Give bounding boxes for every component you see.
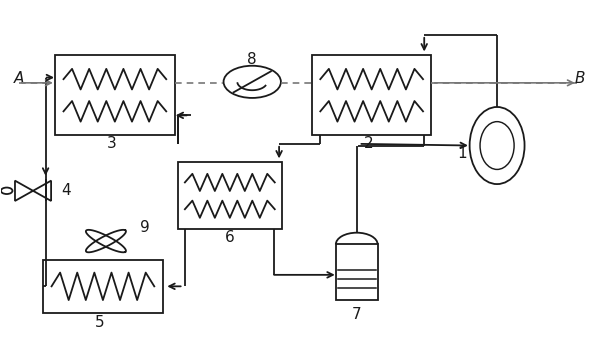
- Text: 4: 4: [61, 183, 71, 198]
- Bar: [178, 162, 282, 230]
- Text: B: B: [575, 71, 586, 86]
- Text: 3: 3: [107, 136, 117, 151]
- Bar: [55, 55, 175, 136]
- Text: 7: 7: [352, 307, 362, 322]
- Bar: [336, 244, 377, 300]
- Text: 9: 9: [140, 220, 149, 235]
- Text: 8: 8: [247, 52, 257, 67]
- Text: 2: 2: [364, 136, 373, 151]
- Text: 6: 6: [224, 230, 235, 245]
- Bar: [312, 55, 431, 136]
- Text: A: A: [13, 71, 24, 86]
- Text: 1: 1: [458, 146, 467, 162]
- Bar: [43, 260, 163, 313]
- Text: 5: 5: [95, 315, 105, 330]
